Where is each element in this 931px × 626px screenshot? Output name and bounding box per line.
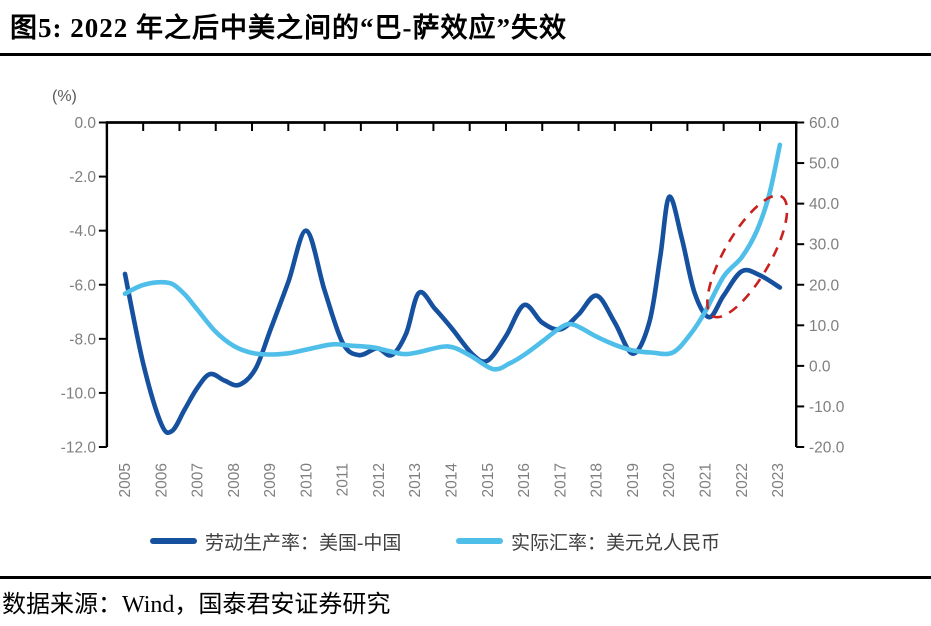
right-axis-tick-label: 40.0 bbox=[809, 196, 840, 213]
right-axis-tick-label: 60.0 bbox=[809, 115, 840, 132]
x-axis-tick-label: 2015 bbox=[480, 463, 497, 497]
right-axis-tick-label: 0.0 bbox=[809, 358, 831, 375]
data-source-note: 数据来源：Wind，国泰君安证券研究 bbox=[2, 592, 391, 618]
legend-item-productivity: 劳动生产率：美国-中国 bbox=[150, 531, 401, 554]
right-axis-tick-label: 20.0 bbox=[809, 277, 840, 294]
left-axis-tick-label: -6.0 bbox=[69, 277, 96, 294]
x-axis-tick-label: 2019 bbox=[625, 463, 642, 497]
left-axis-tick-label: 0.0 bbox=[74, 115, 96, 132]
x-axis-tick-label: 2022 bbox=[734, 463, 751, 497]
x-axis-tick-label: 2013 bbox=[407, 463, 424, 497]
x-axis-tick-label: 2016 bbox=[516, 463, 533, 497]
x-axis-tick-label: 2018 bbox=[589, 463, 606, 497]
exchange-rate-legend-label: 实际汇率：美元兑人民币 bbox=[511, 532, 721, 554]
x-axis-tick-label: 2021 bbox=[697, 463, 714, 497]
left-axis-tick-label: -12.0 bbox=[61, 440, 97, 457]
x-axis-tick-label: 2020 bbox=[661, 463, 678, 498]
exchange-rate-legend-swatch bbox=[456, 538, 503, 544]
left-axis-tick-label: -2.0 bbox=[69, 169, 96, 186]
x-axis-tick-label: 2007 bbox=[190, 463, 207, 497]
right-axis-tick-label: 10.0 bbox=[809, 318, 840, 335]
x-axis-tick-label: 2017 bbox=[552, 463, 569, 497]
x-axis-tick-label: 2006 bbox=[153, 463, 170, 497]
productivity-legend-swatch bbox=[150, 538, 197, 544]
left-axis-tick-label: -10.0 bbox=[61, 385, 97, 402]
x-axis-tick-label: 2023 bbox=[770, 463, 787, 497]
productivity-line bbox=[122, 194, 783, 436]
left-axis-tick-label: -8.0 bbox=[69, 331, 96, 348]
legend-item-exchange-rate: 实际汇率：美元兑人民币 bbox=[456, 531, 720, 554]
right-axis-tick-label: -20.0 bbox=[809, 440, 845, 457]
x-axis-tick-label: 2011 bbox=[335, 463, 352, 496]
x-axis-tick-label: 2014 bbox=[444, 463, 461, 498]
productivity-legend-label: 劳动生产率：美国-中国 bbox=[205, 532, 402, 554]
x-axis-tick-label: 2012 bbox=[371, 463, 388, 497]
left-axis-tick-label: -4.0 bbox=[69, 223, 96, 240]
x-axis-tick-label: 2010 bbox=[298, 463, 315, 498]
page-title: 图5: 2022 年之后中美之间的“巴-萨效应”失效 bbox=[10, 13, 567, 43]
right-axis-tick-label: -10.0 bbox=[809, 399, 845, 416]
footer-divider bbox=[0, 576, 931, 579]
title-underline bbox=[0, 53, 931, 56]
annotation-ellipse bbox=[706, 194, 789, 319]
x-axis-tick-label: 2009 bbox=[262, 463, 279, 497]
x-axis-tick-label: 2008 bbox=[226, 463, 243, 497]
left-axis-unit-label: (%) bbox=[52, 88, 77, 105]
right-axis-tick-label: 30.0 bbox=[809, 237, 840, 254]
exchange-rate-line bbox=[122, 142, 783, 372]
x-axis-tick-label: 2005 bbox=[117, 463, 134, 497]
right-axis-tick-label: 50.0 bbox=[809, 156, 840, 173]
